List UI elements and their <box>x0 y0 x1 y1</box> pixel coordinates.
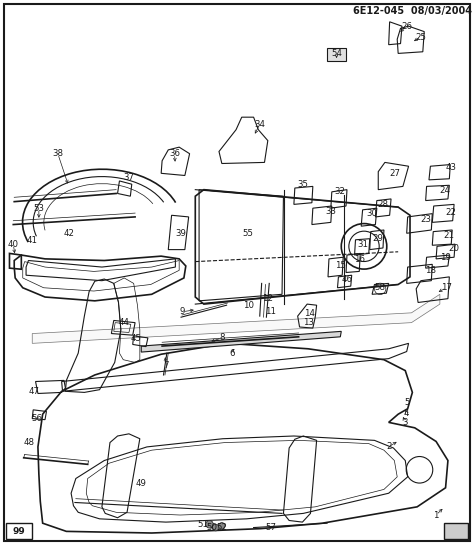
Polygon shape <box>327 48 346 61</box>
Text: 42: 42 <box>63 229 74 238</box>
Text: 5: 5 <box>404 398 410 407</box>
Text: 13: 13 <box>302 318 314 327</box>
Text: 20: 20 <box>448 244 460 253</box>
Text: 25: 25 <box>415 33 427 41</box>
Text: 55: 55 <box>242 229 253 238</box>
Text: 58: 58 <box>374 283 386 292</box>
FancyBboxPatch shape <box>6 523 32 539</box>
Text: 30: 30 <box>366 209 378 218</box>
Circle shape <box>206 520 213 528</box>
Text: 46: 46 <box>341 275 353 283</box>
Text: 6: 6 <box>229 349 235 358</box>
Text: 57: 57 <box>265 523 277 532</box>
Text: 36: 36 <box>169 149 180 158</box>
Text: 24: 24 <box>439 186 450 195</box>
Text: 34: 34 <box>254 120 265 129</box>
Text: 47: 47 <box>28 387 40 396</box>
Text: 27: 27 <box>389 169 400 178</box>
Text: 1: 1 <box>433 511 439 519</box>
Text: 52: 52 <box>216 523 228 532</box>
Text: 15: 15 <box>335 262 346 270</box>
Text: 43: 43 <box>446 164 457 172</box>
FancyBboxPatch shape <box>444 523 468 539</box>
Text: 7: 7 <box>163 361 169 370</box>
Text: 23: 23 <box>420 215 431 223</box>
Text: 41: 41 <box>27 237 38 245</box>
Text: 54: 54 <box>331 49 342 58</box>
Text: 50: 50 <box>207 523 218 532</box>
Text: 53: 53 <box>33 204 45 213</box>
Text: 19: 19 <box>440 253 451 262</box>
Text: 40: 40 <box>8 240 19 249</box>
Text: 4: 4 <box>404 409 410 417</box>
Text: 8: 8 <box>219 334 225 342</box>
Text: 11: 11 <box>264 307 276 316</box>
Text: 99: 99 <box>13 526 26 536</box>
Text: 3: 3 <box>402 418 408 427</box>
Text: 33: 33 <box>325 207 337 216</box>
Text: 35: 35 <box>298 180 309 189</box>
Circle shape <box>212 524 219 531</box>
Text: 21: 21 <box>444 231 455 240</box>
Text: 17: 17 <box>441 283 452 292</box>
Text: 32: 32 <box>335 187 346 196</box>
Text: 9: 9 <box>180 307 185 316</box>
Text: 37: 37 <box>123 173 135 181</box>
Text: 18: 18 <box>425 266 436 275</box>
Text: 49: 49 <box>136 480 146 488</box>
Text: 2: 2 <box>386 443 392 451</box>
Text: 16: 16 <box>354 255 365 264</box>
Polygon shape <box>141 331 341 352</box>
Text: 45: 45 <box>131 335 142 343</box>
Text: 51: 51 <box>197 520 209 529</box>
Text: 44: 44 <box>118 318 130 327</box>
Text: 12: 12 <box>262 294 273 303</box>
Text: 48: 48 <box>24 438 35 447</box>
Text: 6E12-045  08/03/2004: 6E12-045 08/03/2004 <box>353 7 472 16</box>
Text: 29: 29 <box>373 234 383 243</box>
Text: 31: 31 <box>357 240 368 249</box>
Text: 26: 26 <box>401 22 412 31</box>
Polygon shape <box>32 294 440 343</box>
Text: 28: 28 <box>377 200 389 209</box>
Text: 56: 56 <box>31 414 43 423</box>
Text: 10: 10 <box>243 301 255 310</box>
Text: 14: 14 <box>304 310 316 318</box>
Text: 38: 38 <box>52 149 64 158</box>
Text: 39: 39 <box>176 229 186 238</box>
Text: 22: 22 <box>446 208 457 217</box>
Circle shape <box>219 523 225 529</box>
